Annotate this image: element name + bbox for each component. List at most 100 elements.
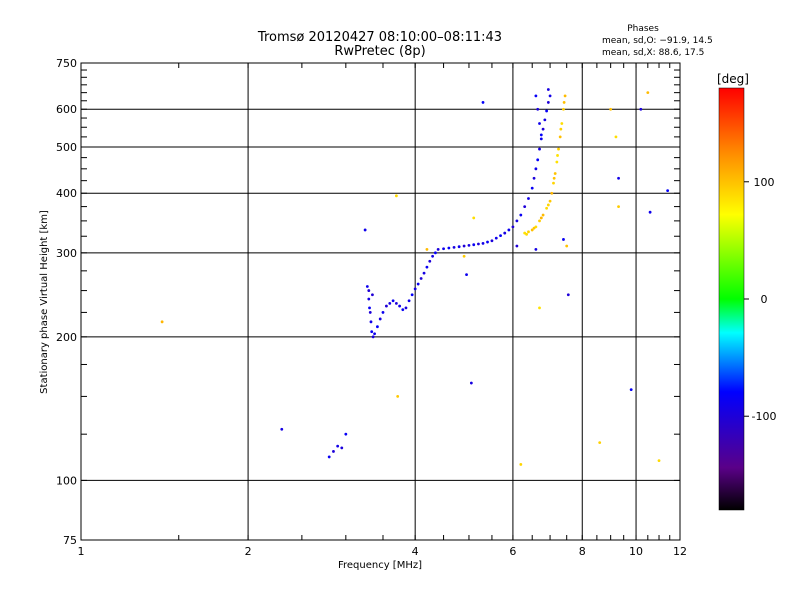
x-mode-point — [553, 172, 557, 175]
x-mode-point — [598, 441, 602, 445]
colorbar-label: [deg] — [717, 72, 749, 86]
o-mode-point — [371, 293, 374, 297]
x-mode-point — [546, 203, 550, 207]
o-mode-point — [381, 311, 385, 314]
chart-subtitle: RwPretec (8p) — [334, 44, 425, 59]
o-mode-point — [499, 234, 502, 237]
o-mode-point — [336, 444, 340, 448]
colorbar-tick-label: 0 — [761, 293, 768, 306]
o-mode-point — [385, 304, 388, 308]
o-mode-point — [365, 285, 369, 288]
colorbar-ticks: 100 0 -100 — [744, 176, 776, 423]
o-mode-point — [363, 228, 367, 232]
x-tick-label: 12 — [673, 545, 687, 558]
o-mode-point — [539, 137, 543, 141]
x-mode-point — [548, 199, 552, 203]
o-mode-point — [481, 101, 485, 104]
o-mode-point — [534, 94, 538, 98]
x-mode-point — [609, 107, 613, 111]
y-tick-label: 400 — [56, 187, 77, 200]
o-mode-point — [447, 246, 451, 250]
o-mode-point — [507, 228, 511, 232]
o-mode-point — [539, 133, 543, 137]
y-axis-label: Stationary phase Virtual Height [km] — [39, 210, 50, 394]
o-mode-point — [538, 122, 541, 125]
o-mode-point — [566, 293, 570, 297]
x-mode-point — [560, 122, 564, 125]
x-mode-point — [530, 228, 534, 232]
y-tick-label: 750 — [56, 57, 77, 70]
x-mode-point — [556, 154, 559, 157]
o-mode-point — [368, 306, 371, 310]
o-mode-point — [367, 297, 371, 301]
o-mode-point — [428, 259, 432, 263]
o-mode-point — [340, 446, 344, 450]
o-mode-point — [490, 239, 494, 243]
x-mode-point — [425, 247, 429, 251]
o-mode-point — [515, 244, 519, 248]
x-tick-label: 10 — [629, 545, 643, 558]
o-mode-point — [436, 247, 440, 251]
x-mode-point — [532, 226, 536, 230]
o-mode-point — [422, 271, 426, 275]
o-mode-point — [523, 205, 527, 208]
x-mode-point — [462, 254, 466, 258]
o-mode-point — [481, 241, 485, 245]
o-mode-point — [541, 127, 545, 131]
o-mode-point — [404, 306, 408, 310]
o-mode-point — [536, 107, 540, 111]
o-mode-point — [462, 244, 466, 248]
o-mode-point — [442, 247, 445, 251]
o-mode-point — [503, 231, 507, 235]
y-tick-label: 200 — [56, 331, 77, 344]
o-mode-point — [407, 299, 411, 303]
colorbar-tick-label: 100 — [754, 176, 775, 189]
x-tick-label: 8 — [579, 545, 586, 558]
data-points — [160, 88, 670, 466]
o-mode-point — [629, 388, 633, 392]
x-mode-point — [646, 91, 650, 95]
x-mode-point — [550, 191, 554, 195]
x-mode-point — [538, 219, 541, 223]
x-mode-point — [538, 306, 541, 310]
o-mode-point — [425, 265, 429, 269]
o-mode-point — [543, 118, 547, 122]
x-mode-point — [552, 181, 555, 185]
o-mode-point — [416, 282, 420, 286]
x-mode-point — [527, 230, 530, 234]
o-mode-point — [452, 245, 456, 249]
o-mode-point — [457, 245, 461, 249]
x-mode-point — [562, 107, 565, 111]
x-mode-point — [555, 160, 559, 164]
o-mode-point — [371, 335, 375, 339]
stats-x-mode: mean, sd,X: 88.6, 17.5 — [602, 48, 704, 58]
o-mode-point — [515, 219, 519, 223]
o-mode-point — [368, 311, 372, 314]
x-mode-point — [562, 101, 566, 104]
y-tick-label: 100 — [56, 474, 77, 487]
o-mode-point — [486, 240, 489, 244]
o-mode-point — [419, 277, 423, 280]
colorbar — [718, 87, 745, 511]
o-mode-point — [562, 238, 565, 241]
o-mode-point — [394, 302, 398, 305]
o-mode-point — [534, 167, 538, 171]
x-mode-point — [563, 94, 567, 98]
plot-frame — [80, 62, 681, 541]
o-mode-point — [530, 186, 534, 190]
x-mode-point — [657, 459, 661, 463]
y-tick-label: 75 — [63, 534, 77, 547]
x-mode-point — [558, 135, 562, 139]
o-mode-point — [327, 455, 331, 459]
x-mode-point — [565, 244, 569, 248]
o-mode-point — [527, 197, 530, 200]
x-mode-point — [525, 232, 528, 236]
stats-heading: Phases — [627, 24, 659, 34]
o-mode-point — [546, 101, 550, 104]
o-mode-point — [648, 210, 652, 214]
o-mode-point — [534, 247, 538, 251]
o-mode-point — [548, 94, 552, 98]
x-mode-point — [552, 176, 556, 180]
